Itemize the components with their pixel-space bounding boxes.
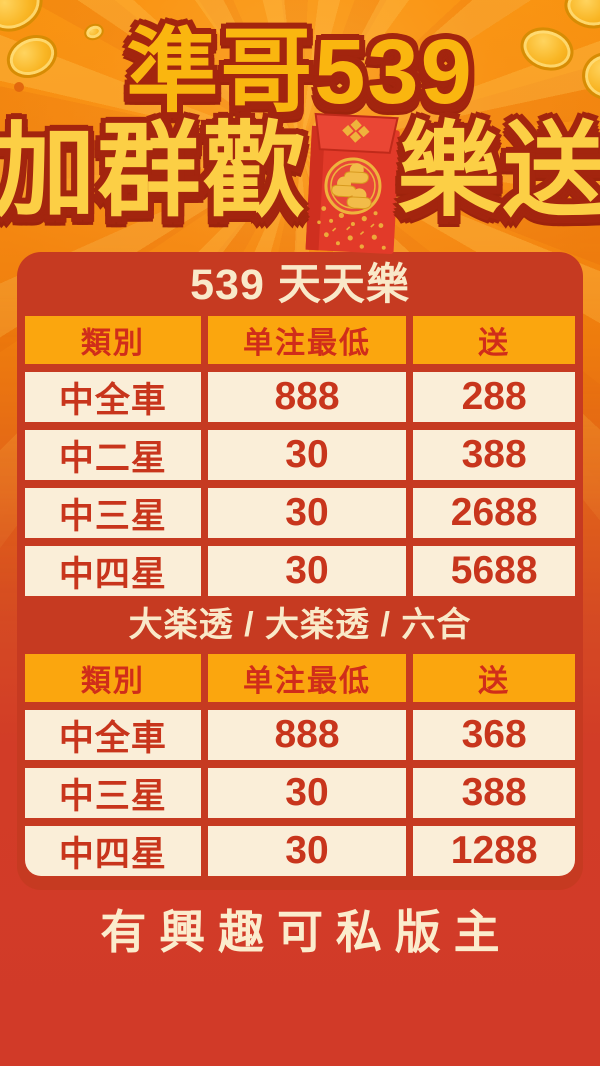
cell-min-bet: 30	[207, 826, 407, 876]
header-cell-bonus: 送	[413, 316, 575, 364]
cell-bonus: 1288	[413, 826, 575, 876]
section1-banner: 539 天天樂	[190, 261, 410, 309]
red-envelope-icon	[303, 112, 403, 258]
header-cell-category: 類別	[25, 316, 201, 364]
title-line2-right-text: 樂送	[397, 113, 600, 228]
poster-title-line2: 加群歡	[0, 112, 600, 264]
cell-bonus: 2688	[413, 488, 575, 538]
footer-note: 有興趣可私版主	[100, 906, 513, 958]
cell-bonus: 388	[413, 768, 575, 818]
cell-min-bet: 30	[207, 546, 407, 596]
cell-min-bet: 888	[207, 710, 407, 760]
cell-category: 中三星	[25, 488, 201, 538]
promo-card: 539 天天樂 類別 单注最低 送 中全車 888 288 中二星 30 388…	[17, 252, 583, 890]
cell-category: 中三星	[25, 768, 201, 818]
cell-bonus: 388	[413, 430, 575, 480]
header-cell-min-bet: 单注最低	[207, 654, 407, 702]
cell-bonus: 368	[413, 710, 575, 760]
cell-category: 中四星	[25, 546, 201, 596]
section2-table: 類別 单注最低 送 中全車 888 368 中三星 30 388 中四星 30 …	[17, 654, 583, 876]
cell-min-bet: 30	[207, 488, 407, 538]
cell-bonus: 5688	[413, 546, 575, 596]
header-cell-min-bet: 单注最低	[207, 316, 407, 364]
header-cell-bonus: 送	[413, 654, 575, 702]
cell-category: 中二星	[25, 430, 201, 480]
section2-banner: 大楽透 / 大楽透 / 六合	[128, 606, 472, 644]
poster-title-line1: 準哥539	[126, 21, 474, 123]
cell-category: 中全車	[25, 710, 201, 760]
header-cell-category: 類別	[25, 654, 201, 702]
orange-dot	[150, 52, 157, 59]
cell-min-bet: 30	[207, 768, 407, 818]
title-line2-left-text: 加群歡	[0, 113, 308, 228]
cell-bonus: 288	[413, 372, 575, 422]
cell-min-bet: 30	[207, 430, 407, 480]
cell-category: 中全車	[25, 372, 201, 422]
cell-category: 中四星	[25, 826, 201, 876]
cell-min-bet: 888	[207, 372, 407, 422]
orange-dot	[14, 82, 24, 92]
section1-table: 類別 单注最低 送 中全車 888 288 中二星 30 388 中三星 30 …	[17, 316, 583, 596]
